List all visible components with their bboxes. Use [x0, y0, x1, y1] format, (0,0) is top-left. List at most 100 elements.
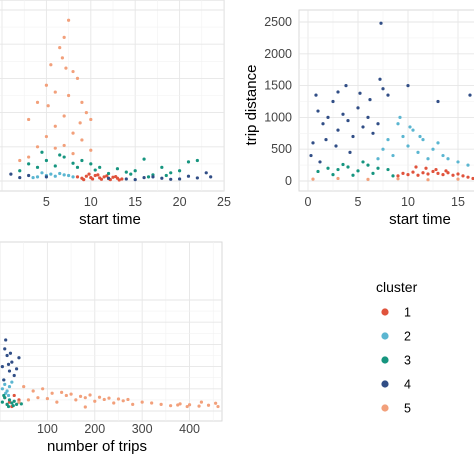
data-point-cluster-1: [411, 170, 415, 174]
data-point-cluster-5: [60, 390, 64, 394]
data-point-cluster-2: [376, 157, 380, 161]
data-point-cluster-3: [346, 165, 350, 169]
data-point-cluster-5: [71, 131, 75, 135]
data-point-cluster-4: [371, 131, 375, 135]
data-point-cluster-4: [331, 99, 335, 104]
data-point-cluster-2: [386, 138, 390, 142]
data-point-cluster-4: [10, 360, 14, 364]
data-point-cluster-5: [71, 69, 75, 74]
data-point-cluster-5: [131, 402, 135, 406]
data-point-cluster-3: [356, 169, 360, 173]
y-tick-label: 0: [285, 174, 292, 188]
data-point-cluster-4: [334, 144, 338, 148]
data-point-cluster-4: [8, 351, 13, 355]
plot-panel-start-time-a: 5 10 15 20 25 start time: [0, 0, 231, 228]
data-point-cluster-5: [58, 46, 62, 50]
data-point-cluster-2: [418, 134, 422, 139]
plot-panel-c-x-axis-title: number of trips: [47, 438, 147, 455]
x-tick-label: 400: [179, 422, 200, 436]
data-point-cluster-1: [444, 169, 448, 173]
data-point-cluster-4: [336, 128, 340, 132]
data-point-cluster-4: [124, 177, 128, 181]
data-point-cluster-5: [62, 143, 66, 148]
data-point-cluster-3: [186, 160, 191, 164]
data-point-cluster-2: [35, 175, 40, 179]
legend-key-cluster-5: [381, 404, 389, 412]
data-point-cluster-4: [18, 175, 22, 180]
x-tick-label: 100: [37, 422, 58, 436]
x-tick-label: 0: [305, 195, 312, 209]
x-tick-label: 20: [173, 195, 187, 209]
plot-panel-number-of-trips: 100 200 300 400 number of trips: [0, 241, 223, 455]
data-point-cluster-3: [98, 165, 102, 169]
data-point-cluster-4: [106, 176, 111, 180]
data-point-cluster-4: [358, 91, 362, 95]
data-point-cluster-4: [314, 93, 318, 97]
data-point-cluster-4: [406, 84, 410, 88]
y-tick-label: 1000: [264, 110, 292, 124]
data-point-cluster-2: [0, 387, 4, 391]
data-point-cluster-2: [49, 172, 53, 176]
plot-panel-a-x-ticks: 5 10 15 20 25: [43, 195, 231, 209]
data-point-cluster-2: [398, 115, 402, 119]
data-point-cluster-5: [80, 138, 84, 142]
data-point-cluster-4: [7, 369, 12, 373]
data-point-cluster-3: [11, 404, 15, 408]
data-point-cluster-4: [160, 176, 164, 180]
data-point-cluster-5: [75, 76, 80, 80]
data-point-cluster-4: [6, 362, 11, 366]
data-point-cluster-5: [27, 117, 31, 122]
data-point-cluster-3: [124, 170, 128, 174]
data-point-cluster-2: [396, 122, 400, 126]
data-point-cluster-4: [151, 175, 155, 179]
data-point-cluster-5: [83, 396, 87, 400]
data-point-cluster-5: [89, 117, 93, 122]
data-point-cluster-5: [84, 111, 88, 115]
data-point-cluster-4: [178, 177, 182, 181]
data-point-cluster-5: [150, 401, 154, 405]
data-point-cluster-5: [159, 402, 163, 406]
data-point-cluster-1: [99, 177, 104, 181]
data-point-cluster-2: [446, 157, 450, 161]
data-point-cluster-2: [53, 174, 57, 178]
data-point-cluster-5: [22, 384, 26, 389]
data-point-cluster-5: [206, 403, 211, 407]
data-point-cluster-5: [46, 104, 50, 108]
data-point-cluster-5: [26, 398, 31, 402]
data-point-cluster-5: [18, 158, 22, 163]
data-point-cluster-4: [468, 93, 472, 97]
data-point-cluster-3: [18, 169, 22, 173]
data-point-cluster-1: [396, 174, 400, 178]
data-point-cluster-2: [416, 150, 420, 154]
plot-panel-b-y-ticks: 0 500 1000 1500 2000 2500: [264, 15, 292, 188]
data-point-cluster-5: [216, 404, 220, 409]
data-point-cluster-1: [82, 178, 86, 182]
data-point-cluster-1: [406, 173, 410, 177]
data-point-cluster-5: [199, 400, 204, 404]
data-point-cluster-1: [471, 176, 474, 181]
data-point-cluster-5: [366, 177, 370, 182]
data-point-cluster-5: [62, 114, 66, 118]
data-point-cluster-4: [133, 178, 137, 182]
y-tick-label: 2000: [264, 47, 292, 61]
data-point-cluster-3: [391, 174, 395, 178]
data-point-cluster-4: [14, 367, 19, 371]
legend-label-cluster-2: 2: [404, 330, 411, 344]
data-point-cluster-4: [3, 347, 7, 351]
data-point-cluster-1: [446, 171, 450, 175]
y-tick-label: 2500: [264, 15, 292, 29]
data-point-cluster-1: [111, 175, 115, 179]
data-point-cluster-5: [197, 404, 201, 408]
data-point-cluster-4: [356, 106, 360, 110]
data-point-cluster-3: [12, 399, 16, 403]
data-point-cluster-1: [416, 173, 420, 177]
data-point-cluster-5: [35, 100, 40, 104]
data-point-cluster-2: [381, 147, 385, 151]
x-tick-label: 300: [132, 422, 153, 436]
data-point-cluster-2: [62, 173, 66, 177]
data-point-cluster-3: [58, 153, 62, 157]
data-point-cluster-1: [424, 166, 428, 170]
data-point-cluster-2: [401, 134, 405, 139]
data-point-cluster-5: [426, 178, 430, 182]
data-point-cluster-5: [78, 121, 82, 125]
